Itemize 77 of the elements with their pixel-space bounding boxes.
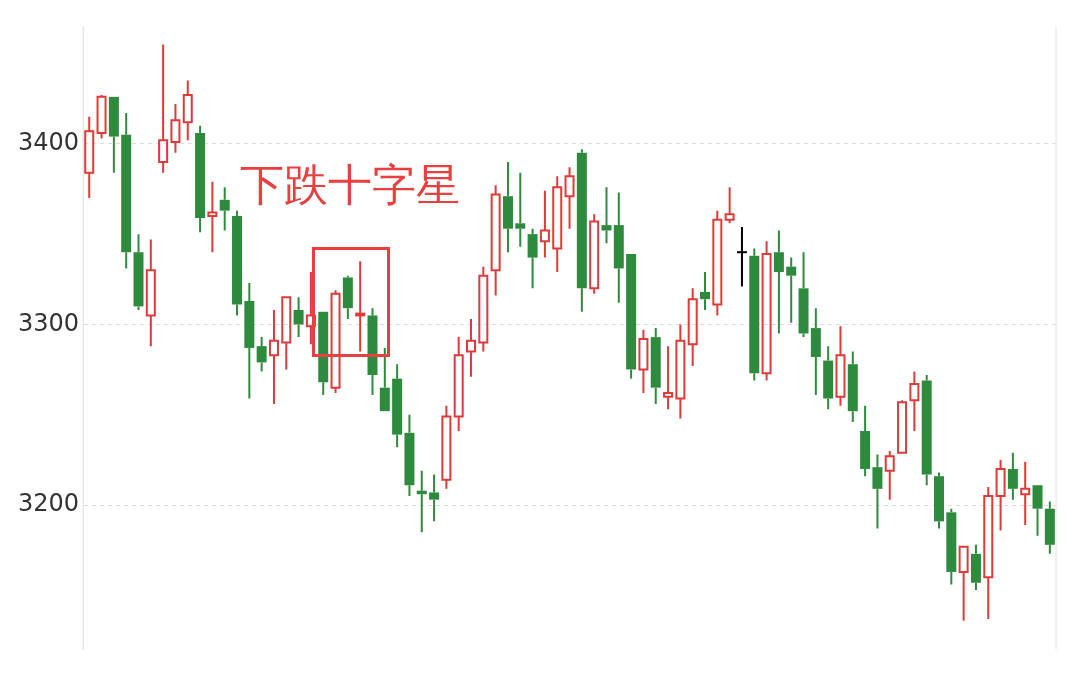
candlestick	[453, 336, 464, 433]
candlestick	[700, 271, 711, 311]
candlestick	[773, 229, 784, 335]
candlestick	[121, 112, 132, 270]
candlestick	[749, 247, 760, 382]
candlestick	[1020, 460, 1031, 526]
candlestick	[392, 363, 403, 449]
candlestick	[650, 327, 661, 405]
candlestick	[810, 307, 821, 396]
candlestick	[934, 471, 944, 530]
candlestick	[158, 43, 169, 174]
candlestick	[735, 225, 748, 288]
candlestick	[823, 345, 834, 411]
candlestick	[1007, 451, 1018, 501]
candlestick	[478, 265, 489, 353]
candlestick	[515, 171, 526, 248]
candlestick	[1044, 500, 1055, 555]
candlestick	[724, 186, 735, 225]
candlestick	[219, 186, 230, 232]
candlestick	[305, 271, 316, 346]
candlestick	[872, 453, 883, 530]
candlestick	[466, 318, 477, 378]
candlestick	[970, 543, 981, 591]
candlestick	[786, 256, 797, 324]
candlestick	[133, 233, 144, 311]
candlestick	[281, 296, 292, 371]
candlestick	[761, 240, 772, 382]
candlestick	[1032, 485, 1043, 537]
candlestick	[921, 374, 932, 487]
candlestick	[983, 486, 994, 620]
candlestick	[244, 281, 255, 400]
candlestick	[613, 191, 624, 304]
candlestick	[576, 148, 587, 313]
candlestick	[527, 227, 538, 290]
candlestick	[626, 254, 637, 380]
candlestick	[539, 189, 550, 259]
candlestick	[404, 413, 415, 498]
candlestick	[367, 307, 378, 396]
candlestick	[552, 175, 563, 274]
candlestick	[502, 160, 513, 254]
candlestick	[293, 296, 304, 339]
candlestick	[207, 180, 218, 254]
candlestick	[712, 209, 723, 317]
candlestick	[145, 238, 156, 348]
annotation: 下跌十字星	[240, 158, 460, 212]
candlestick	[798, 251, 809, 339]
candlestick	[318, 311, 329, 396]
candlestick	[638, 328, 649, 395]
candlestick	[342, 274, 353, 321]
candlestick	[195, 124, 206, 234]
candlestick	[663, 345, 674, 411]
candlestick	[268, 309, 279, 405]
candlestick	[182, 79, 193, 142]
candlestick	[601, 186, 612, 245]
y-tick-label: 3200	[18, 489, 80, 518]
y-tick-label: 3300	[18, 308, 80, 337]
candlestick	[958, 545, 969, 622]
candlestick	[490, 184, 501, 297]
candlestick	[687, 287, 698, 367]
candlestick	[429, 473, 440, 523]
candlestick	[564, 166, 575, 230]
candlestick	[860, 404, 871, 478]
candlestick	[441, 404, 452, 490]
candlestick	[995, 458, 1006, 532]
y-tick-label: 3400	[18, 128, 80, 157]
candlestick	[847, 350, 858, 423]
candlestick	[675, 323, 686, 420]
candlestick	[232, 209, 243, 317]
candlestick	[884, 449, 895, 501]
candlestick	[108, 96, 119, 174]
candlestick	[355, 260, 366, 353]
candlestick	[946, 507, 957, 586]
candlestick	[835, 325, 846, 407]
candlestick	[379, 346, 390, 412]
candlestick	[909, 370, 920, 433]
candlestick	[256, 336, 267, 373]
candlestick	[170, 103, 181, 154]
